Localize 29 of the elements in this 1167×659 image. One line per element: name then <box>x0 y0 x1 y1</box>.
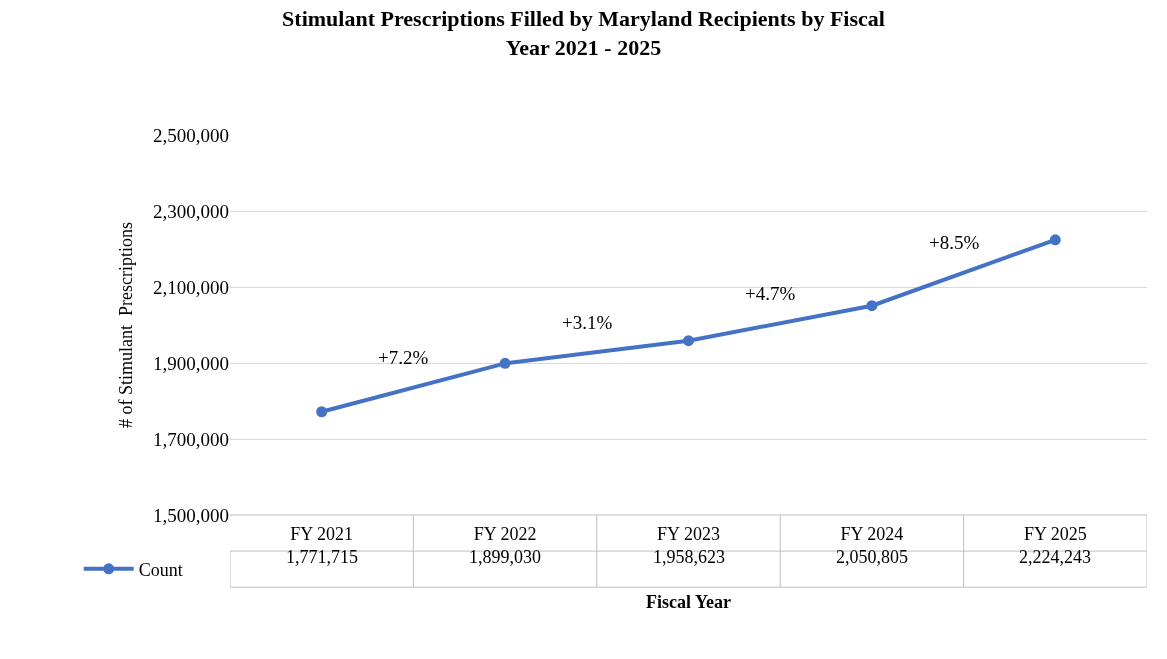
x-tick-label: FY 2022 <box>473 524 537 544</box>
legend-label: Count <box>138 559 183 580</box>
data-label: 2,050,805 <box>836 547 908 567</box>
point <box>316 406 328 418</box>
data-label: 1,958,623 <box>653 547 725 567</box>
annotation: +7.2% <box>378 347 429 368</box>
x-tick-label: FY 2024 <box>840 524 904 544</box>
data-label: 1,771,715 <box>286 547 358 567</box>
x-tick-label: FY 2023 <box>657 524 720 544</box>
annotation: +8.5% <box>929 232 980 253</box>
y-tick-label: 2,500,000 <box>153 124 229 146</box>
y-tick-label: 2,100,000 <box>153 276 229 298</box>
x-tick-label: FY 2021 <box>290 524 354 544</box>
x-axis-title: Fiscal Year <box>646 592 731 613</box>
y-tick-label: 2,300,000 <box>153 200 229 222</box>
y-tick-label: 1,900,000 <box>153 352 229 374</box>
data-label: 1,899,030 <box>469 547 541 567</box>
point <box>1049 234 1061 246</box>
y-axis-title: # of Stimulant Prescriptions <box>116 222 137 428</box>
point <box>866 300 878 312</box>
y-tick-label: 1,700,000 <box>153 428 229 450</box>
chart-title: Stimulant Prescriptions Filled by Maryland Recipients by Fiscal Year 2021 - 2025 <box>282 6 885 60</box>
annotation: +3.1% <box>562 312 613 333</box>
x-tick-label: FY 2025 <box>1023 524 1087 544</box>
point <box>683 335 694 347</box>
annotation: +4.7% <box>745 283 796 304</box>
y-tick-label: 1,500,000 <box>153 504 229 526</box>
data-label: 2,224,243 <box>1019 547 1091 567</box>
point <box>499 357 511 369</box>
